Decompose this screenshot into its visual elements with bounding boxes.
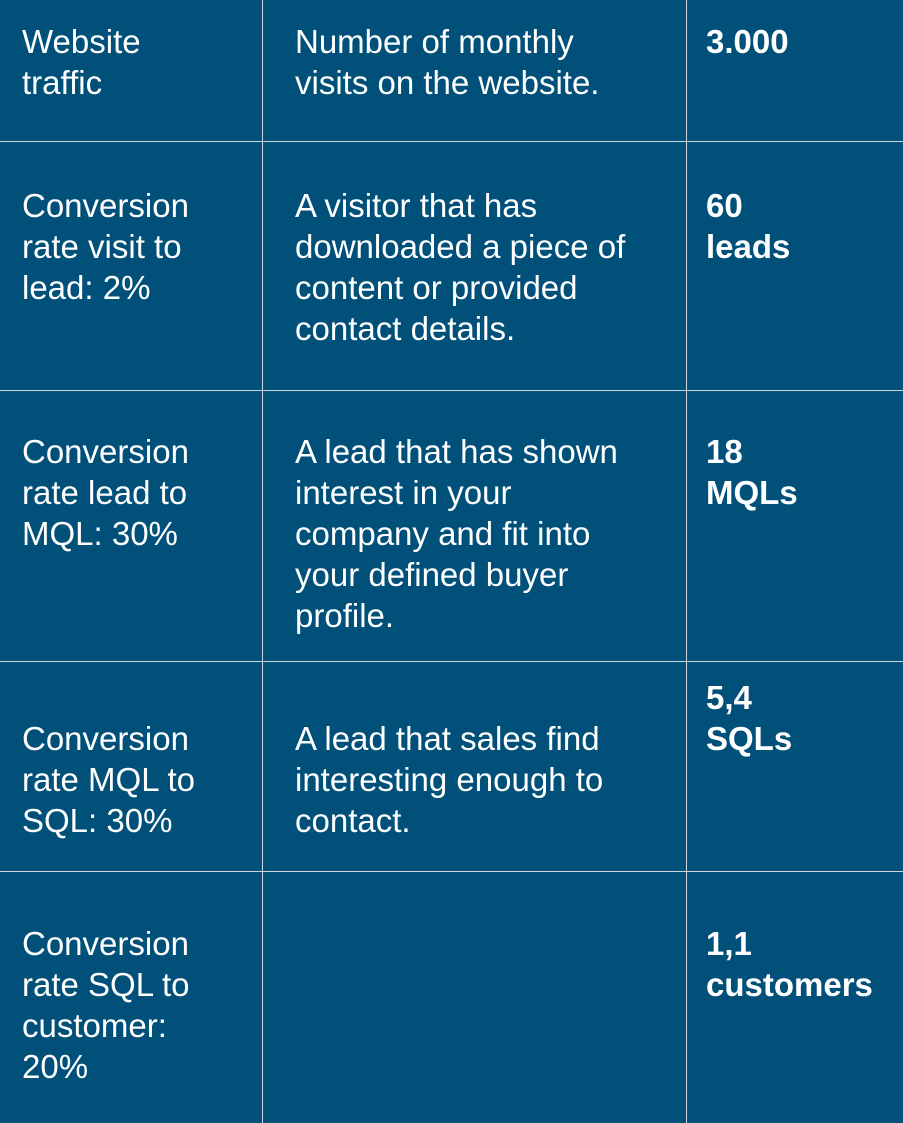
description-cell: Number of monthly visits on the website. (262, 0, 686, 141)
result-cell: 60 leads (686, 142, 903, 390)
table-row: Conversion rate visit to lead: 2% A visi… (0, 141, 903, 390)
result-cell: 18 MQLs (686, 391, 903, 661)
metric-cell: Conversion rate visit to lead: 2% (22, 187, 189, 306)
table-row: Conversion rate SQL to customer: 20% 1,1… (0, 871, 903, 1123)
description-cell: A lead that sales find interesting enoug… (262, 662, 686, 871)
description-cell (262, 872, 686, 1123)
result-cell: 1,1 customers (686, 872, 903, 1123)
description-cell: A lead that has shown interest in your c… (262, 391, 686, 661)
metric-cell: Website traffic (22, 23, 141, 101)
metric-cell: Conversion rate MQL to SQL: 30% (22, 720, 196, 839)
table-row: Website traffic Number of monthly visits… (0, 0, 903, 141)
result-cell: 5,4 SQLs (686, 662, 903, 871)
metric-cell: Conversion rate SQL to customer: 20% (22, 925, 190, 1085)
result-cell: 3.000 (686, 0, 903, 141)
metric-cell: Conversion rate lead to MQL: 30% (22, 433, 189, 552)
description-cell: A visitor that has downloaded a piece of… (262, 142, 686, 390)
table-row: Conversion rate lead to MQL: 30% A lead … (0, 390, 903, 661)
table-row: Conversion rate MQL to SQL: 30% A lead t… (0, 661, 903, 871)
